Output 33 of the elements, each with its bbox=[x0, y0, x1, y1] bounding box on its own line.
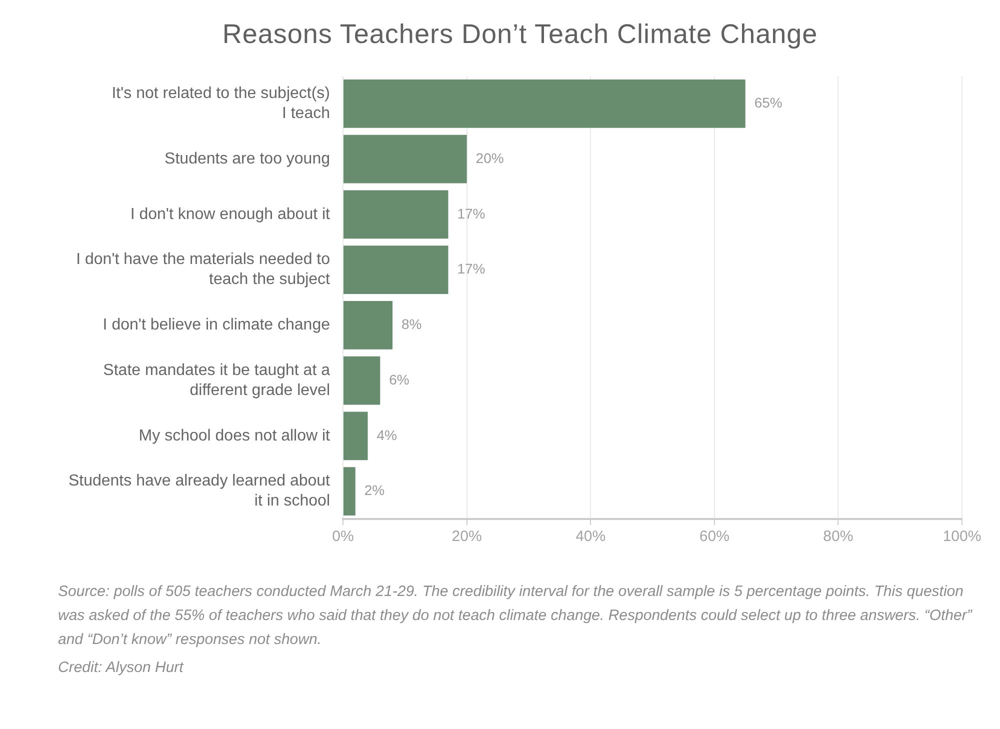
data-label: 65% bbox=[754, 94, 782, 111]
data-label: 4% bbox=[376, 426, 397, 443]
y-tick-label: It's not related to the subject(s) I teach bbox=[112, 85, 330, 122]
bar bbox=[344, 134, 467, 184]
data-label: 20% bbox=[476, 150, 504, 166]
data-label: 2% bbox=[364, 482, 385, 498]
x-tick-label: 100% bbox=[942, 528, 982, 546]
bar bbox=[344, 467, 356, 516]
x-tick-label: 60% bbox=[699, 528, 730, 546]
text: Credit: Alyson Hurt bbox=[58, 658, 185, 678]
x-tick-label: 80% bbox=[823, 528, 854, 546]
bar bbox=[344, 356, 380, 405]
bar bbox=[344, 190, 448, 239]
y-tick-label: My school does not allow it bbox=[138, 427, 331, 444]
data-label: 6% bbox=[389, 371, 410, 388]
bar bbox=[344, 79, 746, 128]
x-tick-label: 20% bbox=[452, 528, 482, 546]
x-tick-label: 0% bbox=[332, 528, 354, 546]
bar bbox=[344, 412, 368, 460]
x-tick-label: 40% bbox=[576, 528, 606, 546]
bar bbox=[344, 246, 448, 294]
y-tick-label: Students have already learned about it in school bbox=[68, 472, 331, 510]
data-label: 17% bbox=[457, 205, 486, 222]
y-tick-label: State mandates it be taught at a different grade level bbox=[103, 362, 330, 399]
y-tick-label: I don't know enough about it bbox=[130, 206, 331, 223]
bar bbox=[344, 300, 393, 350]
data-label: 8% bbox=[402, 316, 422, 332]
y-tick-label: I don't believe in climate change bbox=[102, 316, 330, 334]
data-label: 17% bbox=[457, 260, 486, 277]
chart-title: Reasons Teachers Don’t Teach Climate Change bbox=[221, 18, 819, 51]
y-tick-label: I don't have the materials needed to teach the subject bbox=[76, 251, 331, 288]
source-note: Source: polls of 505 teachers conducted March 21-29. The credibility interval for the overall sample is 5 percentage points. This question was asked of the 55% of teachers who said that they do not teach climate change. Respondents could select up to three answers. “Other” and “Don’t know” responses not shown. bbox=[58, 582, 974, 650]
y-tick-label: Students are too young bbox=[164, 150, 330, 168]
